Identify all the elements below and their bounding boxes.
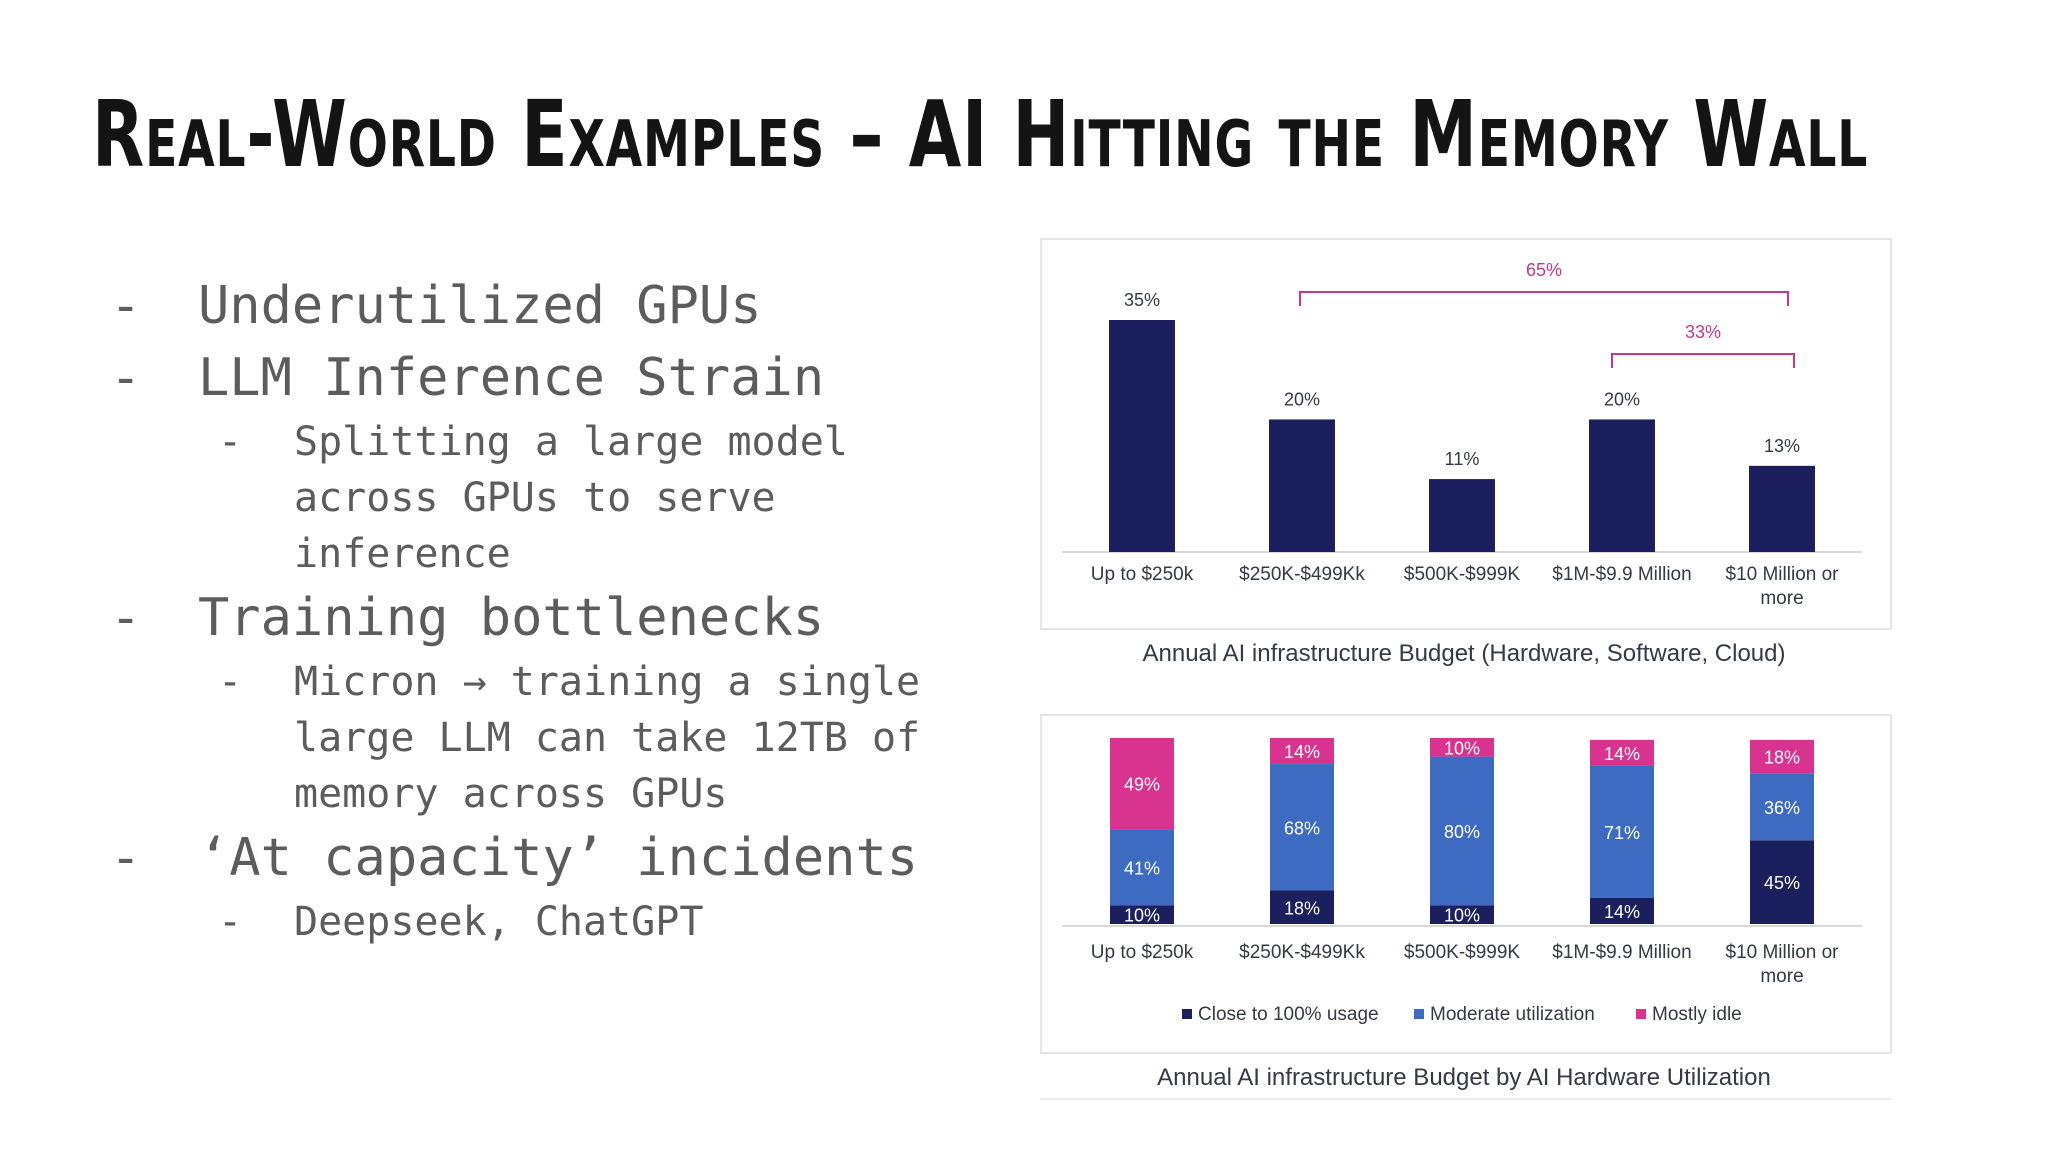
bullet-text: Splitting a large model across GPUs to s… xyxy=(294,419,872,577)
data-label: 13% xyxy=(1764,436,1800,456)
sub-bullet-item: - Micron → training a single large LLM ca… xyxy=(218,654,990,822)
bullet-dash: - xyxy=(218,899,243,945)
bullet-text: Training bottlenecks xyxy=(198,588,825,648)
bullet-dash: - xyxy=(110,588,142,648)
bracket-label: 65% xyxy=(1526,260,1562,280)
bracket xyxy=(1299,291,1789,306)
bullet-text: LLM Inference Strain xyxy=(198,348,825,408)
stack-segment xyxy=(1270,738,1334,765)
stack-segment xyxy=(1430,738,1494,757)
segment-label: 14% xyxy=(1604,744,1640,764)
bullet-item: - LLM Inference Strain xyxy=(110,342,990,414)
bullet-item: - Training bottlenecks xyxy=(110,582,990,654)
bullet-dash: - xyxy=(218,659,243,705)
budget-bar-chart: 35% Up to $250k 20% $250K-$499Kk 11% $500K-$9… xyxy=(1062,260,1862,609)
segment-label: 68% xyxy=(1284,818,1320,838)
bullet-item: - Underutilized GPUs xyxy=(110,270,990,342)
category-label: Up to $250k xyxy=(1091,564,1194,585)
stack-segment xyxy=(1750,773,1814,841)
category-label: $250K-$499Kk xyxy=(1239,942,1365,963)
stack-segment xyxy=(1750,739,1814,774)
bullet-text: Deepseek, ChatGPT xyxy=(294,899,704,945)
segment-label: 71% xyxy=(1604,823,1640,843)
category-label: more xyxy=(1760,588,1803,609)
segment-label: 14% xyxy=(1284,742,1320,762)
bracket xyxy=(1611,353,1795,368)
category-label: Up to $250k xyxy=(1091,942,1194,963)
bullet-dash: - xyxy=(110,276,142,336)
bracket-label: 33% xyxy=(1685,322,1721,342)
legend-label: Close to 100% usage xyxy=(1198,1004,1379,1025)
legend-swatch xyxy=(1414,1009,1424,1019)
bullet-item: - ‘At capacity’ incidents xyxy=(110,822,990,894)
stack-segment xyxy=(1270,764,1334,891)
bullet-text: Underutilized GPUs xyxy=(198,276,762,336)
legend-label: Mostly idle xyxy=(1652,1004,1742,1025)
segment-label: 18% xyxy=(1764,748,1800,768)
category-label: $500K-$999K xyxy=(1404,564,1521,585)
bullet-dash: - xyxy=(110,348,142,408)
category-label: $500K-$999K xyxy=(1404,942,1521,963)
data-label: 11% xyxy=(1445,449,1480,469)
data-label: 35% xyxy=(1124,290,1160,310)
legend-swatch xyxy=(1182,1009,1192,1019)
bar xyxy=(1109,320,1175,552)
stack-segment xyxy=(1590,897,1654,924)
bar xyxy=(1749,465,1815,552)
data-label: 20% xyxy=(1604,389,1640,409)
bullet-dash: - xyxy=(110,828,142,888)
segment-label: 45% xyxy=(1764,873,1800,893)
slide-title: Real-World Examples – AI Hitting the Mem… xyxy=(92,81,1869,188)
segment-label: 14% xyxy=(1604,902,1640,922)
segment-label: 10% xyxy=(1444,906,1480,926)
stack-segment xyxy=(1590,739,1654,766)
stack-segment xyxy=(1270,890,1334,924)
category-label: $10 Million or xyxy=(1726,942,1840,963)
category-label: $1M-$9.9 Million xyxy=(1552,564,1691,585)
stack-segment xyxy=(1590,765,1654,898)
category-label: $1M-$9.9 Million xyxy=(1552,942,1691,963)
utilization-chart-caption: Annual AI infrastructure Budget by AI Ha… xyxy=(1157,1064,1771,1091)
stack-segment xyxy=(1110,829,1174,906)
stack-segment xyxy=(1750,840,1814,924)
segment-label: 36% xyxy=(1764,798,1800,818)
bullet-list: - Underutilized GPUs - LLM Inference Strain… xyxy=(110,270,990,950)
bullet-dash: - xyxy=(218,419,243,465)
bullet-text: Micron → training a single large LLM can… xyxy=(294,659,945,817)
legend-label: Moderate utilization xyxy=(1430,1004,1595,1025)
divider xyxy=(1040,1098,1892,1100)
bar xyxy=(1429,479,1495,552)
category-label: $10 Million or xyxy=(1726,564,1840,585)
bar xyxy=(1589,419,1655,552)
data-label: 20% xyxy=(1284,389,1320,409)
utilization-chart-frame: 10% 41% 49% Up to $250k 18% 68% 14% $250K-$499K… xyxy=(1040,714,1892,1054)
stack-segment xyxy=(1110,905,1174,924)
stack-segment xyxy=(1430,756,1494,906)
bullet-text: ‘At capacity’ incidents xyxy=(198,828,919,888)
segment-label: 10% xyxy=(1444,738,1480,758)
budget-chart-caption: Annual AI infrastructure Budget (Hardwar… xyxy=(1142,640,1786,667)
utilization-stacked-chart: 10% 41% 49% Up to $250k 18% 68% 14% $250K-$499K… xyxy=(1062,738,1862,1025)
category-label: more xyxy=(1760,966,1803,987)
stack-segment xyxy=(1430,905,1494,924)
budget-chart-frame: 35% Up to $250k 20% $250K-$499Kk 11% $500K-$9… xyxy=(1040,238,1892,630)
segment-label: 41% xyxy=(1124,858,1160,878)
segment-label: 49% xyxy=(1124,775,1160,795)
sub-bullet-item: - Splitting a large model across GPUs to … xyxy=(218,414,990,582)
bar xyxy=(1269,419,1335,552)
segment-label: 80% xyxy=(1444,822,1480,842)
legend-swatch xyxy=(1636,1009,1646,1019)
segment-label: 18% xyxy=(1284,898,1320,918)
category-label: $250K-$499Kk xyxy=(1239,564,1365,585)
stack-segment xyxy=(1110,738,1174,830)
segment-label: 10% xyxy=(1124,906,1160,926)
sub-bullet-item: - Deepseek, ChatGPT xyxy=(218,894,990,950)
